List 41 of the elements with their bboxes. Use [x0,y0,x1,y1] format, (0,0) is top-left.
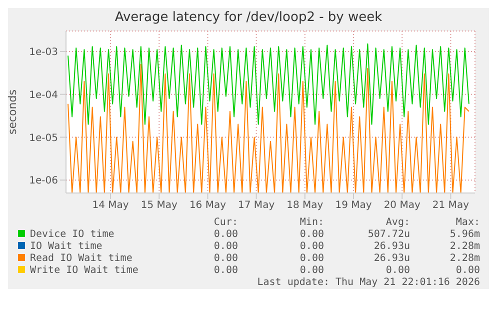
x-tick-label: 18 May [286,200,324,212]
y-tick-label: 1e-03 [29,47,58,58]
y-tick-label: 1e-05 [29,132,58,144]
text: Min: [298,217,324,229]
x-tick-label: 16 May [189,200,226,212]
y-axis-title: seconds [6,89,19,134]
legend-label: Read IO Wait time [29,253,134,265]
text: 0.00 [298,229,324,241]
text: 0.00 [212,253,238,265]
legend-label: Write IO Wait time [29,265,140,277]
text: 0.00 [298,253,324,265]
text: 0.00 [212,265,238,277]
text: Max: [454,217,480,229]
text: 0.00 [454,265,480,277]
text: 2.28m [448,253,480,265]
text: Last update: Thu May 21 22:01:16 2026 [256,277,480,289]
legend-label: IO Wait time [29,241,104,253]
text: 26.93u [372,253,410,265]
text: 0.00 [212,229,238,241]
x-tick-label: 20 May [384,200,420,212]
text: 0.00 [298,241,324,253]
text: Cur: [212,217,238,229]
text: 0.00 [384,265,410,277]
x-tick-label: 17 May [238,200,275,212]
chart-title: Average latency for /dev/loop2 - by week [114,9,384,25]
text: 0.00 [298,265,324,277]
text: 26.93u [372,241,410,253]
line-series [68,64,470,193]
x-tick-label: 14 May [92,200,129,212]
text: 507.72u [366,229,410,241]
text: 2.28m [448,241,480,253]
x-tick-label: 15 May [140,200,178,212]
line-series [68,43,470,125]
x-tick-label: 21 May [432,200,470,212]
y-tick-label: 1e-06 [29,176,58,187]
text: Avg: [384,217,410,229]
legend-label: Device IO time [29,229,116,241]
text: 0.00 [212,241,238,253]
y-tick-label: 1e-04 [29,90,58,101]
text: 5.96m [448,229,480,241]
x-tick-label: 19 May [335,200,372,212]
